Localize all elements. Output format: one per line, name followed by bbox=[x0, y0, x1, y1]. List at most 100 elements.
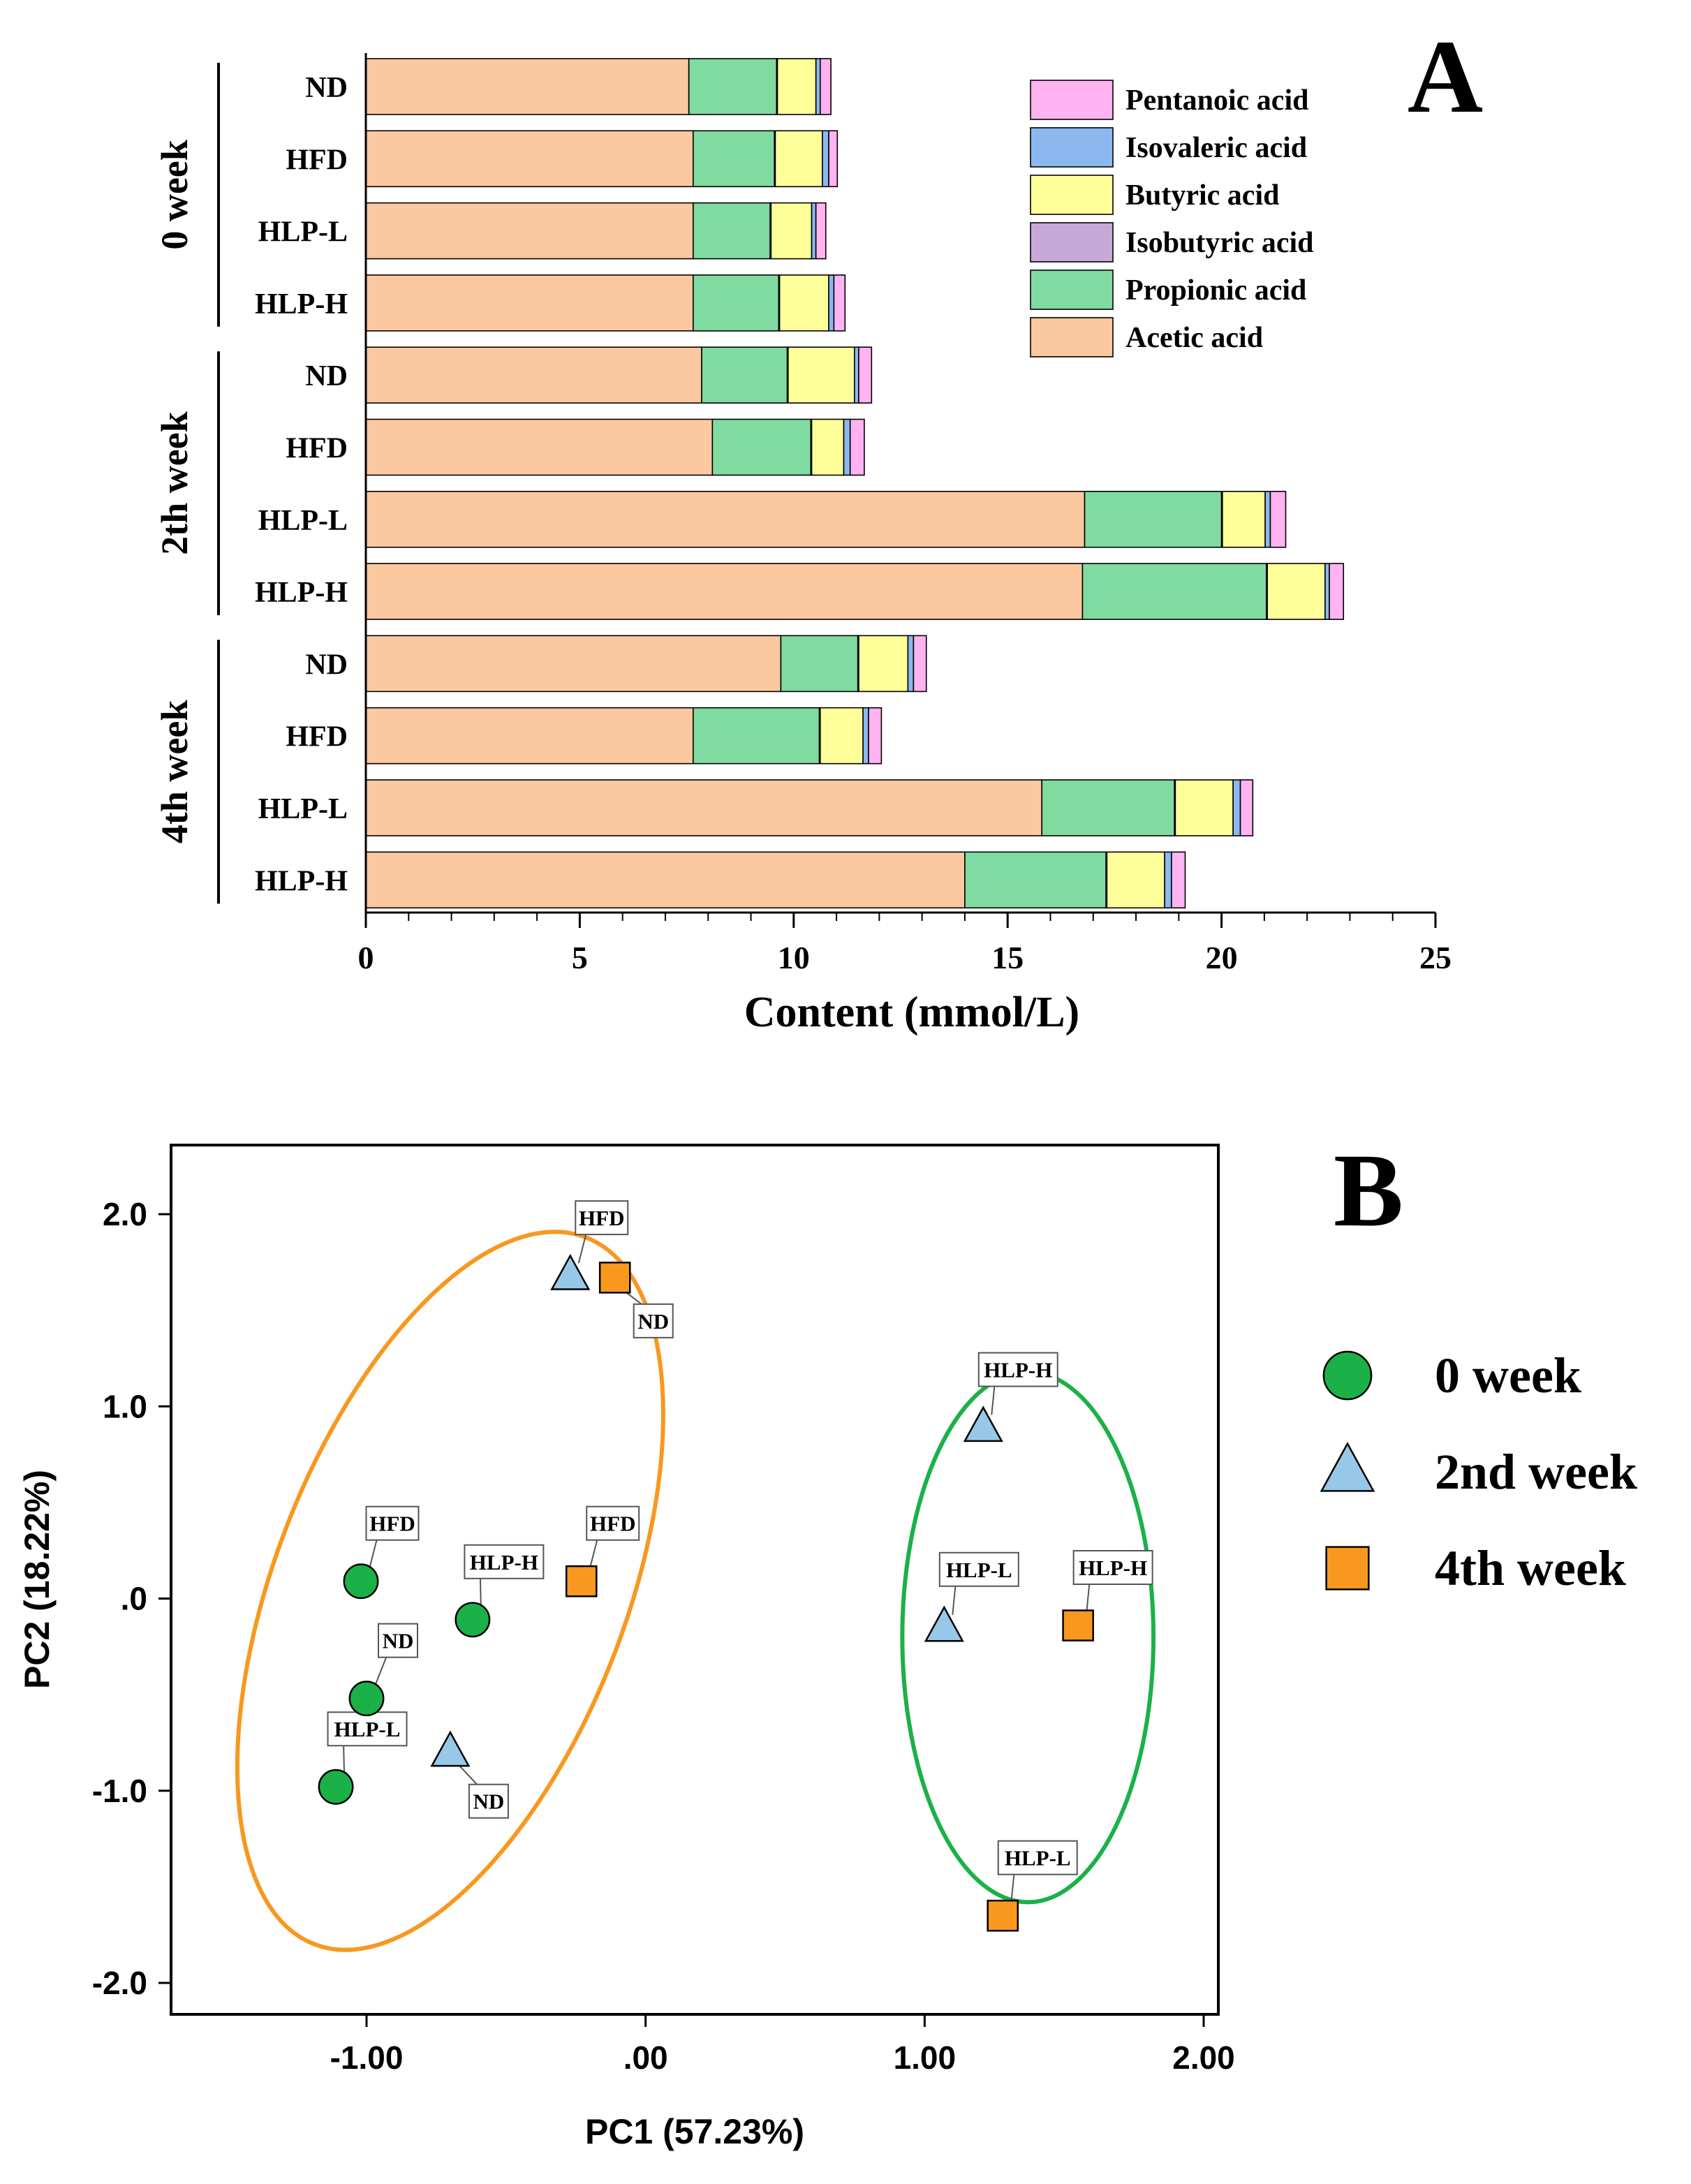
legend-label-isovaleric-acid: Isovaleric acid bbox=[1125, 132, 1307, 164]
bar-propionic-acid-0-week-hlp-h bbox=[692, 274, 780, 332]
point-label-box bbox=[365, 1505, 420, 1541]
bar-pentanoic-acid-2th-week-hlp-l bbox=[1269, 490, 1287, 548]
y-tick-label: 2.0 bbox=[103, 1196, 147, 1232]
y-tick-label: 1.0 bbox=[103, 1388, 147, 1424]
bar-butyric-acid-0-week-hlp-h bbox=[778, 274, 829, 332]
bar-acetic-acid-4th-week-hlp-l bbox=[365, 779, 1043, 836]
bar-isovaleric-acid-4th-week-hlp-h bbox=[1164, 851, 1172, 909]
bar-isovaleric-acid-2th-week-hfd bbox=[843, 418, 851, 476]
point-label-box bbox=[633, 1303, 674, 1338]
bar-butyric-acid-0-week-hlp-l bbox=[770, 202, 813, 260]
point-2nd-week-hfd bbox=[550, 1253, 591, 1290]
panel-a-stacked-bar-chart: A 0 5 10 15 20 25 ND HFD HLP-L HLP-H ND HFD HLP-L HL… bbox=[154, 19, 1483, 1036]
label-leader-line bbox=[479, 1578, 482, 1607]
bar-propionic-acid-2th-week-hlp-h bbox=[1081, 563, 1267, 620]
legend-marker-4th-week bbox=[1325, 1546, 1370, 1591]
point-label-box bbox=[997, 1840, 1078, 1875]
bar-propionic-acid-4th-week-nd bbox=[780, 635, 859, 693]
x-tick-label: 0 bbox=[358, 940, 374, 975]
bar-isovaleric-acid-2th-week-hlp-h bbox=[1324, 563, 1330, 620]
label-leader-line bbox=[374, 1657, 387, 1686]
bar-isovaleric-acid-0-week-hlp-l bbox=[811, 202, 817, 260]
point-2nd-week-nd bbox=[430, 1730, 471, 1767]
legend-label-2nd-week: 2nd week bbox=[1435, 1444, 1637, 1500]
legend-label-acetic-acid: Acetic acid bbox=[1125, 322, 1263, 354]
y-tick-label: HLP-L bbox=[258, 505, 348, 537]
legend-swatch-pentanoic-acid bbox=[1030, 80, 1114, 120]
legend-swatch-isovaleric-acid bbox=[1030, 127, 1114, 168]
cluster-ellipse-1 bbox=[235, 1230, 665, 1952]
bar-isovaleric-acid-2th-week-nd bbox=[854, 346, 859, 404]
bar-acetic-acid-0-week-hlp-h bbox=[365, 274, 694, 332]
bar-pentanoic-acid-2th-week-hlp-h bbox=[1329, 563, 1345, 620]
bar-butyric-acid-2th-week-hlp-l bbox=[1222, 490, 1266, 548]
bar-pentanoic-acid-4th-week-nd bbox=[913, 635, 927, 693]
y-tick-label: HLP-H bbox=[255, 865, 348, 897]
group-label: 0 week bbox=[154, 140, 195, 249]
bar-acetic-acid-2th-week-nd bbox=[365, 346, 702, 404]
y-tick-label: ND bbox=[305, 360, 348, 392]
bar-propionic-acid-4th-week-hlp-h bbox=[964, 851, 1107, 909]
point-0-week-nd bbox=[348, 1681, 385, 1717]
bar-acetic-acid-4th-week-hlp-h bbox=[365, 851, 966, 909]
group-label: 2th week bbox=[154, 411, 195, 554]
bar-isovaleric-acid-4th-week-nd bbox=[907, 635, 915, 693]
bar-isovaleric-acid-4th-week-hlp-l bbox=[1232, 779, 1241, 836]
x-tick-label: 2.00 bbox=[1172, 2039, 1235, 2076]
point-4th-week-nd bbox=[598, 1262, 631, 1294]
point-label: ND bbox=[637, 1309, 669, 1334]
bar-butyric-acid-2th-week-nd bbox=[788, 346, 855, 404]
label-leader-line bbox=[952, 1586, 957, 1615]
bar-isovaleric-acid-0-week-hlp-h bbox=[828, 274, 835, 332]
panel-label-a: A bbox=[1408, 19, 1483, 135]
bar-pentanoic-acid-4th-week-hlp-h bbox=[1171, 851, 1186, 909]
point-label-box bbox=[1072, 1550, 1153, 1586]
legend-label-4th-week: 4th week bbox=[1435, 1540, 1626, 1596]
point-label-box bbox=[468, 1783, 509, 1819]
point-label-box bbox=[575, 1200, 629, 1236]
bar-butyric-acid-2th-week-hlp-h bbox=[1267, 563, 1326, 620]
x-tick-label: 25 bbox=[1419, 940, 1452, 975]
x-tick-label: 20 bbox=[1206, 940, 1238, 975]
legend-label-isobutyric-acid: Isobutyric acid bbox=[1125, 227, 1314, 259]
bar-pentanoic-acid-2th-week-nd bbox=[858, 346, 873, 404]
panel-b-pca-scatter: B -1.00 .00 1.00 2.00 2.0 1.0 .0 -1.0 -2.0 HFD HL… bbox=[17, 1132, 1637, 2151]
point-0-week-hfd bbox=[343, 1563, 379, 1600]
x-tick-label: 15 bbox=[991, 940, 1024, 975]
point-0-week-hlp-l bbox=[318, 1769, 354, 1805]
y-tick-label: .0 bbox=[121, 1581, 147, 1617]
y-tick-label: HFD bbox=[286, 721, 348, 753]
legend-swatch-acetic-acid bbox=[1030, 317, 1114, 357]
bar-propionic-acid-2th-week-hlp-l bbox=[1084, 490, 1223, 548]
bar-isovaleric-acid-2th-week-hlp-l bbox=[1264, 490, 1271, 548]
bar-butyric-acid-0-week-nd bbox=[776, 58, 817, 115]
bar-isovaleric-acid-0-week-hfd bbox=[822, 130, 829, 188]
bar-acetic-acid-2th-week-hlp-h bbox=[365, 563, 1084, 620]
legend-swatch-propionic-acid bbox=[1030, 270, 1114, 310]
legend-label-butyric-acid: Butyric acid bbox=[1125, 179, 1279, 212]
bar-acetic-acid-0-week-hfd bbox=[365, 130, 694, 188]
x-tick-label: .00 bbox=[623, 2039, 668, 2076]
y-tick-label: ND bbox=[305, 649, 348, 681]
x-tick-label: -1.00 bbox=[330, 2039, 404, 2076]
x-axis-label: Content (mmol/L) bbox=[744, 989, 1079, 1036]
bar-acetic-acid-4th-week-nd bbox=[365, 635, 782, 693]
bar-propionic-acid-0-week-hlp-l bbox=[692, 202, 771, 260]
bar-propionic-acid-2th-week-hfd bbox=[711, 418, 812, 476]
bar-isovaleric-acid-0-week-nd bbox=[815, 58, 821, 115]
label-leader-line bbox=[1010, 1874, 1015, 1903]
group-label: 4th week bbox=[154, 700, 195, 843]
point-label-box bbox=[586, 1505, 640, 1541]
y-tick-label: ND bbox=[305, 72, 348, 104]
label-leader-line bbox=[577, 1234, 587, 1264]
point-label: HLP-L bbox=[1005, 1846, 1071, 1871]
point-label: ND bbox=[383, 1629, 414, 1653]
bar-acetic-acid-0-week-nd bbox=[365, 58, 690, 115]
y-tick-label: HFD bbox=[286, 433, 348, 465]
point-label-box bbox=[378, 1623, 418, 1658]
bar-butyric-acid-4th-week-hlp-l bbox=[1174, 779, 1234, 836]
legend-marker-2nd-week bbox=[1320, 1442, 1375, 1492]
bar-pentanoic-acid-2th-week-hfd bbox=[849, 418, 865, 476]
legend-swatch-isobutyric-acid bbox=[1030, 222, 1114, 263]
